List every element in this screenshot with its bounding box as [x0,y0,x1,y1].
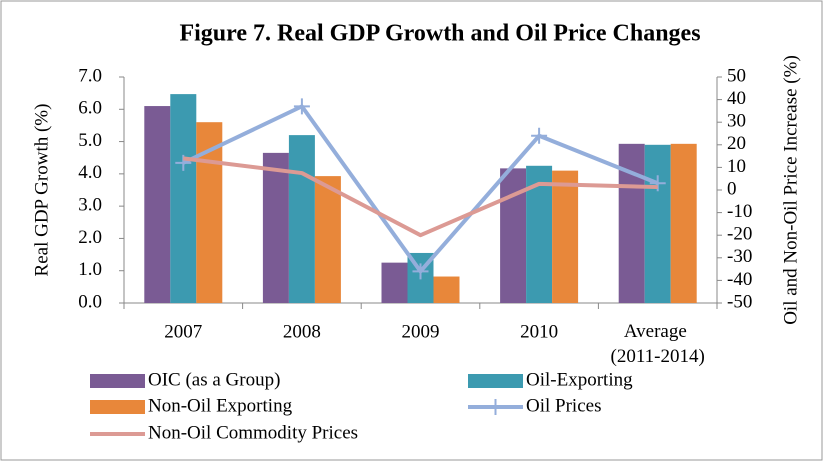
legend-label: Oil-Exporting [526,369,633,390]
bar [670,143,697,303]
bar [170,94,197,304]
bar [644,144,671,303]
legend-marker [488,399,503,415]
bar [500,168,527,303]
y2-tick-label: -10 [727,201,752,222]
y-tick-label: 0.0 [78,291,102,312]
y-tick-label: 5.0 [78,130,102,151]
y-axis-label: Real GDP Growth (%) [31,104,52,277]
x-tick-label: 2008 [283,321,321,342]
y2-tick-label: 20 [727,133,746,154]
y2-tick-label: -30 [727,246,752,267]
x-tick-label: Average (2011-2014) [611,321,705,367]
y2-tick-label: -20 [727,224,752,245]
bar [552,170,579,303]
x-tick-label: 2009 [402,321,440,342]
legend-label: OIC (as a Group) [148,369,280,390]
bar [288,135,315,303]
y-tick-label: 2.0 [78,227,102,248]
bar [262,152,289,303]
y-tick-label: 7.0 [78,65,102,86]
y2-tick-label: 40 [727,88,746,109]
line-marker [175,154,192,171]
y2-tick-label: 10 [727,156,746,177]
line-marker [531,127,548,144]
bar [433,276,460,303]
bar [144,106,171,303]
line-marker [293,98,310,115]
line-series [183,156,658,238]
y2-tick-label: 50 [727,65,746,86]
legend-swatch [90,374,145,388]
x-tick-label-line: (2011-2014) [611,346,705,367]
chart-title: Figure 7. Real GDP Growth and Oil Price … [179,21,700,47]
y-tick-label: 3.0 [78,195,102,216]
y2-tick-label: -40 [727,269,752,290]
y2-tick-label: -50 [727,291,752,312]
y2-tick-label: 0 [727,178,737,199]
x-tick-label: 2010 [520,321,558,342]
line-marker [412,263,429,280]
bar [314,176,341,303]
legend-swatch [468,374,523,388]
x-tick-label: 2007 [164,321,202,342]
y-tick-label: 6.0 [78,98,102,119]
legend-label: Non-Oil Commodity Prices [148,422,358,443]
y-tick-label: 4.0 [78,162,102,183]
y2-axis-label: Oil and Non-Oil Price Increase (%) [780,55,801,325]
x-tick-label-line: Average [624,321,692,342]
y-tick-label: 1.0 [78,259,102,280]
legend-swatch [90,400,145,414]
legend-label: Oil Prices [526,395,601,416]
line-marker [649,175,666,192]
legend-label: Non-Oil Exporting [148,395,293,416]
y2-tick-label: 30 [727,111,746,132]
bar [381,262,408,303]
